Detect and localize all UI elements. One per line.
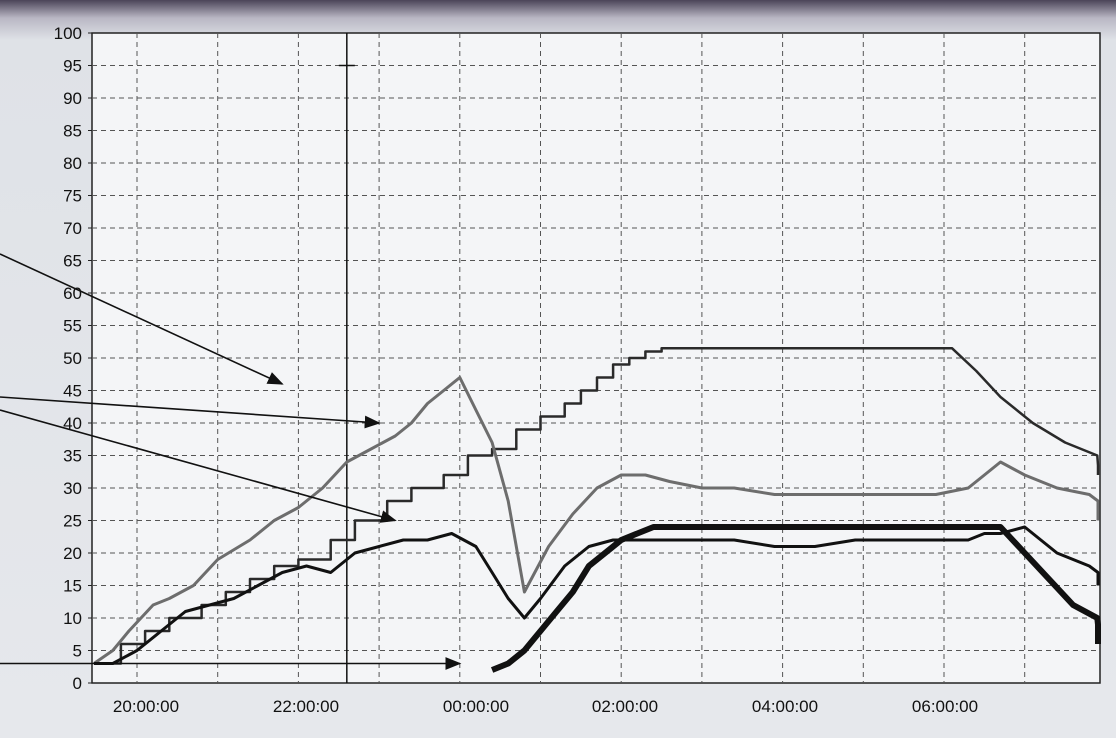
y-tick-label: 70 — [63, 219, 82, 238]
annotation-arrow — [0, 253, 284, 385]
y-tick-label: 55 — [63, 317, 82, 336]
y-tick-label: 5 — [73, 642, 82, 661]
y-tick-label: 90 — [63, 89, 82, 108]
grid-lines — [92, 33, 1100, 683]
series-line-1 — [96, 347, 1100, 665]
series-line-4 — [490, 524, 1101, 673]
series-line-2 — [93, 376, 1100, 665]
y-tick-label: 60 — [63, 284, 82, 303]
y-tick-label: 80 — [63, 154, 82, 173]
y-tick-label: 35 — [63, 447, 82, 466]
y-tick-label: 30 — [63, 479, 82, 498]
x-tick-label: 20:00:00 — [113, 697, 179, 716]
x-tick-label: 22:00:00 — [273, 697, 339, 716]
y-tick-label: 20 — [63, 544, 82, 563]
x-tick-label: 00:00:00 — [443, 697, 509, 716]
y-tick-label: 95 — [63, 57, 82, 76]
annotation-arrows — [0, 253, 462, 670]
y-tick-label: 45 — [63, 382, 82, 401]
x-axis-ticks: 20:00:00 22:00:00 00:00:00 02:00:00 04:00:00… — [113, 697, 978, 716]
y-tick-label: 0 — [73, 674, 82, 693]
y-tick-label: 100 — [54, 24, 82, 43]
x-tick-label: 06:00:00 — [912, 697, 978, 716]
x-tick-label: 02:00:00 — [592, 697, 658, 716]
annotation-arrow — [0, 409, 397, 523]
y-tick-label: 25 — [63, 512, 82, 531]
series-line-3 — [94, 525, 1100, 665]
y-tick-label: 75 — [63, 187, 82, 206]
y-tick-label: 15 — [63, 577, 82, 596]
y-tick-label: 40 — [63, 414, 82, 433]
y-tick-label: 85 — [63, 122, 82, 141]
x-tick-label: 04:00:00 — [752, 697, 818, 716]
y-tick-label: 10 — [63, 609, 82, 628]
series-group — [93, 347, 1101, 673]
y-axis-ticks: 0 5 10 15 20 25 30 35 40 45 50 55 60 65 70 75 80 85 90 95 10… — [54, 24, 92, 693]
annotation-arrow — [0, 396, 381, 429]
y-tick-label: 65 — [63, 252, 82, 271]
y-tick-label: 50 — [63, 349, 82, 368]
